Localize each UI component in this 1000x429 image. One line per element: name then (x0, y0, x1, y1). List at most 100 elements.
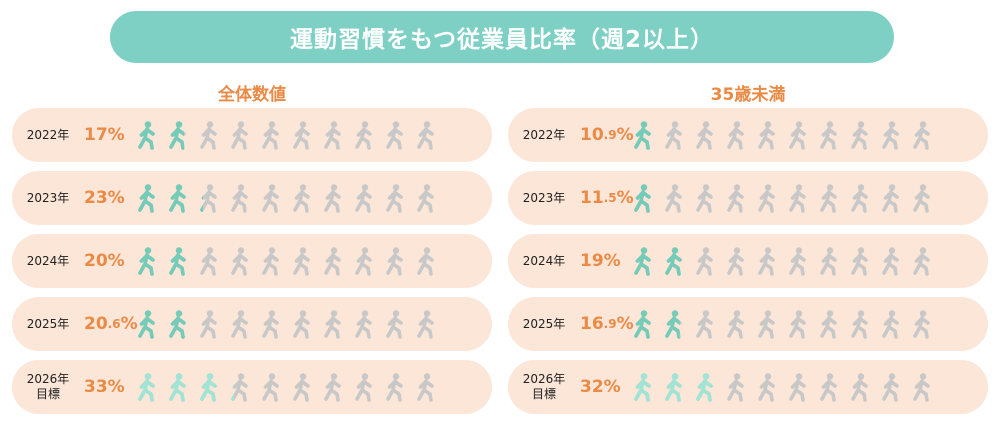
walking-person-icon (882, 310, 899, 339)
walking-person-icon (231, 184, 248, 213)
pictograph-row: 2024年 20% (12, 234, 492, 288)
walking-person-icon (634, 310, 651, 339)
walking-person-icon (789, 121, 806, 150)
percentage-int: 17 (84, 125, 108, 145)
panel-overall: 2022年 17% 2023年 23% 2024年 20% 2025年 20.6% 2026年目… (12, 108, 492, 423)
percentage-unit: % (616, 314, 634, 334)
walking-person-icon (386, 184, 403, 213)
target-label: 目標 (531, 387, 556, 401)
walking-person-icon (138, 310, 155, 339)
row-year-label: 2025年 (12, 297, 84, 351)
walking-person-icon (665, 184, 682, 213)
percentage-int: 33 (84, 377, 108, 397)
walking-person-icon (138, 373, 155, 402)
walking-person-icon (355, 310, 372, 339)
walking-person-icon (882, 121, 899, 150)
chart-title: 運動習慣をもつ従業員比率（週2以上） (289, 27, 715, 53)
percentage-label: 16.9% (580, 297, 640, 351)
walking-person-icon (138, 247, 155, 276)
walking-person-icon (169, 184, 186, 213)
year-text: 2025年 (26, 316, 70, 331)
percentage-unit: % (107, 125, 125, 145)
walking-person-icon (386, 247, 403, 276)
percentage-unit: % (603, 377, 621, 397)
walking-person-icon (231, 247, 248, 276)
percentage-decimal: .9 (603, 128, 617, 142)
year-text: 2023年 (26, 190, 70, 205)
walking-person-icon (200, 373, 217, 402)
pictograph-row: 2022年 10.9% (508, 108, 988, 162)
walking-person-icon (665, 247, 682, 276)
walking-person-icon (293, 310, 310, 339)
walking-person-icon (386, 310, 403, 339)
percentage-label: 33% (84, 360, 144, 414)
icon-row (132, 372, 472, 402)
row-year-label: 2023年 (12, 171, 84, 225)
walking-person-icon (355, 184, 372, 213)
walking-person-icon (665, 310, 682, 339)
percentage-unit: % (107, 377, 125, 397)
walking-person-icon (696, 247, 713, 276)
percentage-decimal: .5 (603, 191, 617, 205)
icon-row (628, 246, 968, 276)
walking-person-icon (820, 121, 837, 150)
year-text: 2024年 (522, 253, 566, 268)
walking-person-icon (355, 247, 372, 276)
walking-person-icon (386, 373, 403, 402)
walking-person-icon (727, 373, 744, 402)
walking-person-icon (727, 310, 744, 339)
walking-person-icon (696, 373, 713, 402)
percentage-int: 10 (580, 125, 604, 145)
walking-person-icon (634, 121, 651, 150)
walking-person-icon (293, 121, 310, 150)
year-text: 2025年 (522, 316, 566, 331)
year-text: 2022年 (26, 127, 70, 142)
walking-person-icon (324, 121, 341, 150)
walking-person-icon (882, 247, 899, 276)
percentage-unit: % (107, 188, 125, 208)
percentage-label: 20% (84, 234, 144, 288)
walking-person-icon (262, 121, 279, 150)
row-year-label: 2026年 目標 (508, 360, 580, 414)
walking-person-icon (882, 184, 899, 213)
walking-person-icon (634, 247, 651, 276)
walking-person-icon (200, 184, 217, 213)
walking-person-icon (665, 373, 682, 402)
percentage-int: 11 (580, 188, 604, 208)
walking-person-icon (789, 373, 806, 402)
walking-person-icon (200, 247, 217, 276)
title-banner: 運動習慣をもつ従業員比率（週2以上） (110, 11, 894, 63)
walking-person-icon (169, 121, 186, 150)
percentage-int: 16 (580, 314, 604, 334)
percentage-label: 17% (84, 108, 144, 162)
icon-row (628, 309, 968, 339)
row-year-label: 2023年 (508, 171, 580, 225)
percentage-label: 20.6% (84, 297, 144, 351)
walking-person-icon (820, 373, 837, 402)
walking-person-icon (913, 121, 930, 150)
percentage-unit: % (107, 251, 125, 271)
walking-person-icon (758, 310, 775, 339)
percentage-unit: % (603, 251, 621, 271)
percentage-int: 20 (84, 314, 108, 334)
walking-person-icon (262, 247, 279, 276)
pictograph-row: 2023年 11.5% (508, 171, 988, 225)
walking-person-icon (851, 121, 868, 150)
walking-person-icon (727, 247, 744, 276)
panel-title-overall: 全体数値 (218, 85, 286, 105)
percentage-unit: % (616, 188, 634, 208)
pictograph-row: 2025年 16.9% (508, 297, 988, 351)
percentage-label: 23% (84, 171, 144, 225)
walking-person-icon (417, 247, 434, 276)
walking-person-icon (231, 373, 248, 402)
year-text: 2023年 (522, 190, 566, 205)
percentage-decimal: .6 (107, 317, 121, 331)
walking-person-icon (882, 373, 899, 402)
percentage-label: 11.5% (580, 171, 640, 225)
percentage-label: 32% (580, 360, 640, 414)
walking-person-icon (169, 247, 186, 276)
walking-person-icon (634, 373, 651, 402)
walking-person-icon (169, 373, 186, 402)
walking-person-icon (758, 247, 775, 276)
walking-person-icon (851, 373, 868, 402)
